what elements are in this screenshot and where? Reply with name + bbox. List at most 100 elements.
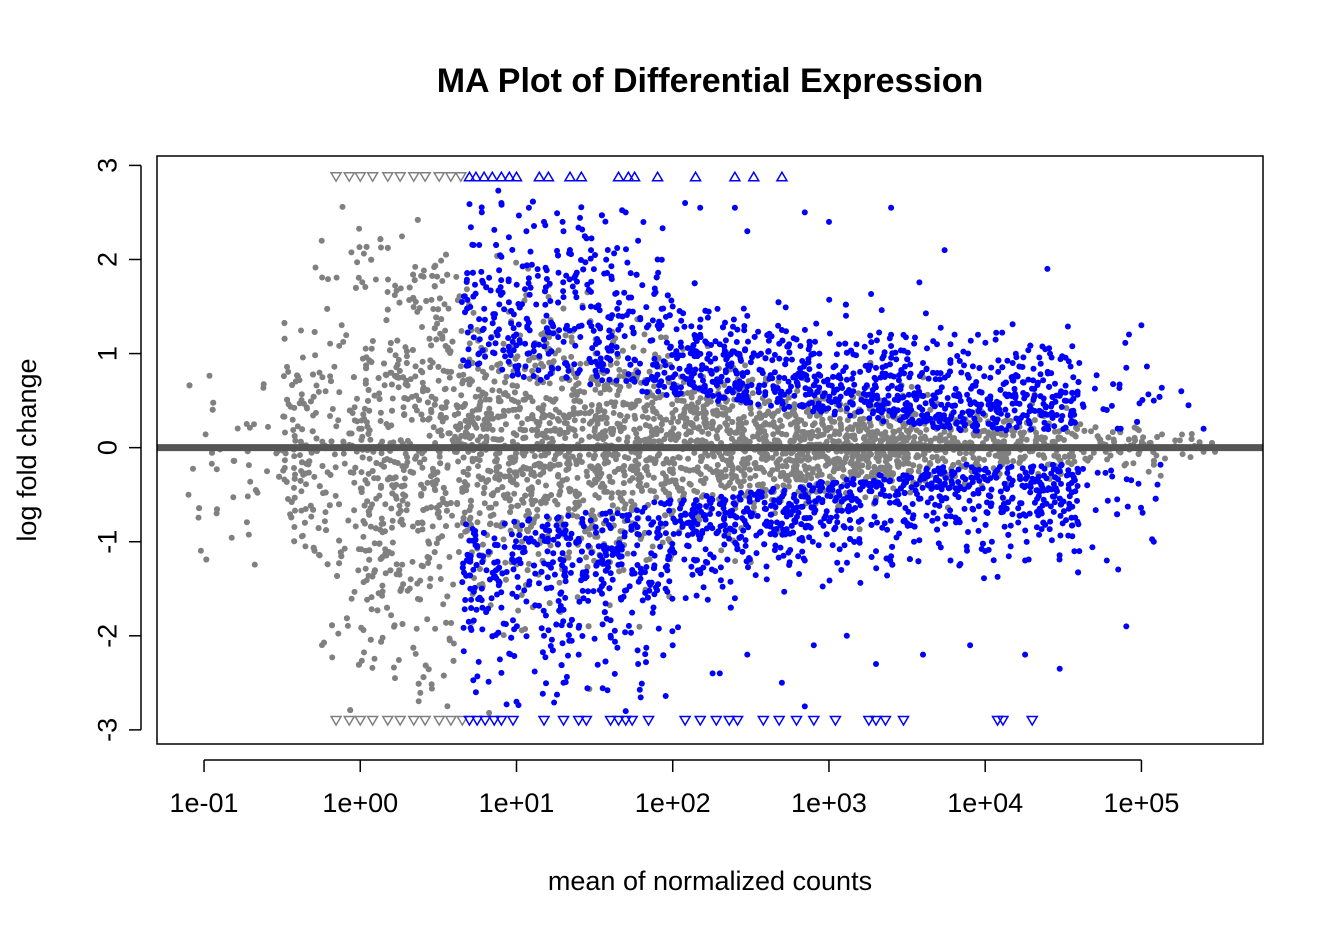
gray-point bbox=[388, 381, 395, 388]
gray-point bbox=[196, 505, 203, 512]
blue-point bbox=[888, 204, 895, 211]
gray-point bbox=[208, 460, 215, 467]
blue-point bbox=[577, 334, 584, 340]
gray-point bbox=[310, 371, 316, 378]
gray-point bbox=[732, 558, 739, 565]
gray-point bbox=[709, 418, 716, 425]
gray-point bbox=[500, 632, 507, 639]
gray-point bbox=[302, 470, 309, 477]
blue-point bbox=[645, 515, 652, 522]
gray-point bbox=[970, 454, 977, 461]
gray-point bbox=[461, 479, 468, 486]
gray-point bbox=[443, 507, 450, 514]
blue-point bbox=[513, 623, 520, 630]
gray-point bbox=[481, 500, 488, 507]
gray-point bbox=[414, 216, 421, 223]
gray-point bbox=[774, 462, 781, 469]
blue-point bbox=[472, 689, 479, 696]
gray-point bbox=[412, 650, 419, 657]
gray-point bbox=[636, 397, 642, 404]
gray-point bbox=[608, 494, 615, 501]
gray-point bbox=[754, 482, 761, 489]
gray-point bbox=[461, 484, 468, 491]
gray-point bbox=[528, 491, 535, 498]
gray-point bbox=[691, 487, 698, 494]
gray-point bbox=[756, 436, 763, 443]
blue-point bbox=[634, 515, 641, 522]
blue-point bbox=[888, 343, 895, 349]
gray-point bbox=[1188, 431, 1195, 437]
gray-point bbox=[451, 411, 458, 418]
gray-point bbox=[741, 472, 748, 479]
gray-point bbox=[213, 466, 220, 473]
gray-point bbox=[308, 513, 315, 520]
gray-point bbox=[397, 437, 404, 444]
gray-point bbox=[886, 455, 893, 462]
gray-point bbox=[447, 500, 454, 506]
gray-point bbox=[437, 427, 444, 434]
gray-point bbox=[420, 267, 427, 274]
gray-point bbox=[343, 332, 350, 339]
gray-point bbox=[603, 414, 610, 421]
gray-point bbox=[515, 607, 522, 614]
gray-point bbox=[566, 549, 573, 556]
gray-point bbox=[489, 492, 496, 499]
gray-point bbox=[514, 383, 520, 390]
gray-point bbox=[365, 397, 371, 404]
gray-point bbox=[891, 428, 898, 435]
gray-point bbox=[819, 416, 826, 423]
blue-point bbox=[1100, 406, 1107, 413]
blue-point bbox=[1076, 360, 1083, 366]
gray-point bbox=[356, 225, 363, 232]
gray-point bbox=[983, 435, 990, 442]
gray-point bbox=[895, 463, 902, 470]
blue-point bbox=[560, 228, 567, 235]
gray-point bbox=[432, 487, 439, 494]
gray-point bbox=[340, 450, 347, 457]
gray-point bbox=[202, 431, 209, 438]
gray-point bbox=[1031, 417, 1038, 424]
gray-point bbox=[340, 338, 347, 345]
gray-point bbox=[460, 454, 467, 461]
blue-point bbox=[523, 598, 530, 605]
gray-point bbox=[440, 484, 447, 491]
gray-point bbox=[418, 481, 425, 488]
gray-point bbox=[505, 460, 512, 467]
gray-point bbox=[243, 421, 250, 427]
gray-point bbox=[497, 398, 504, 405]
gray-point bbox=[476, 510, 483, 517]
gray-point bbox=[960, 456, 967, 463]
gray-point bbox=[366, 357, 373, 364]
gray-point bbox=[662, 334, 669, 341]
gray-point bbox=[507, 509, 514, 515]
gray-point bbox=[351, 507, 358, 514]
gray-point bbox=[456, 477, 463, 483]
gray-point bbox=[368, 594, 375, 601]
gray-point bbox=[403, 507, 410, 514]
gray-point bbox=[693, 415, 700, 422]
gray-point bbox=[501, 473, 508, 480]
gray-point bbox=[887, 423, 894, 430]
gray-point bbox=[511, 389, 518, 396]
gray-point bbox=[500, 340, 507, 347]
gray-point bbox=[616, 568, 623, 575]
blue-point bbox=[911, 538, 917, 545]
gray-point bbox=[767, 470, 774, 477]
gray-point bbox=[904, 451, 911, 457]
gray-point bbox=[632, 415, 639, 422]
gray-point bbox=[352, 523, 359, 530]
gray-point bbox=[556, 579, 563, 586]
gray-point bbox=[401, 475, 408, 482]
gray-point bbox=[542, 412, 549, 419]
gray-point bbox=[390, 664, 397, 671]
gray-point bbox=[477, 433, 484, 440]
gray-point bbox=[298, 391, 305, 398]
gray-point bbox=[428, 393, 435, 400]
gray-point bbox=[444, 464, 451, 471]
gray-point bbox=[420, 507, 427, 513]
gray-point bbox=[613, 360, 620, 367]
gray-point bbox=[265, 423, 271, 430]
blue-point bbox=[476, 242, 483, 248]
gray-point bbox=[571, 417, 578, 424]
gray-point bbox=[729, 463, 736, 470]
